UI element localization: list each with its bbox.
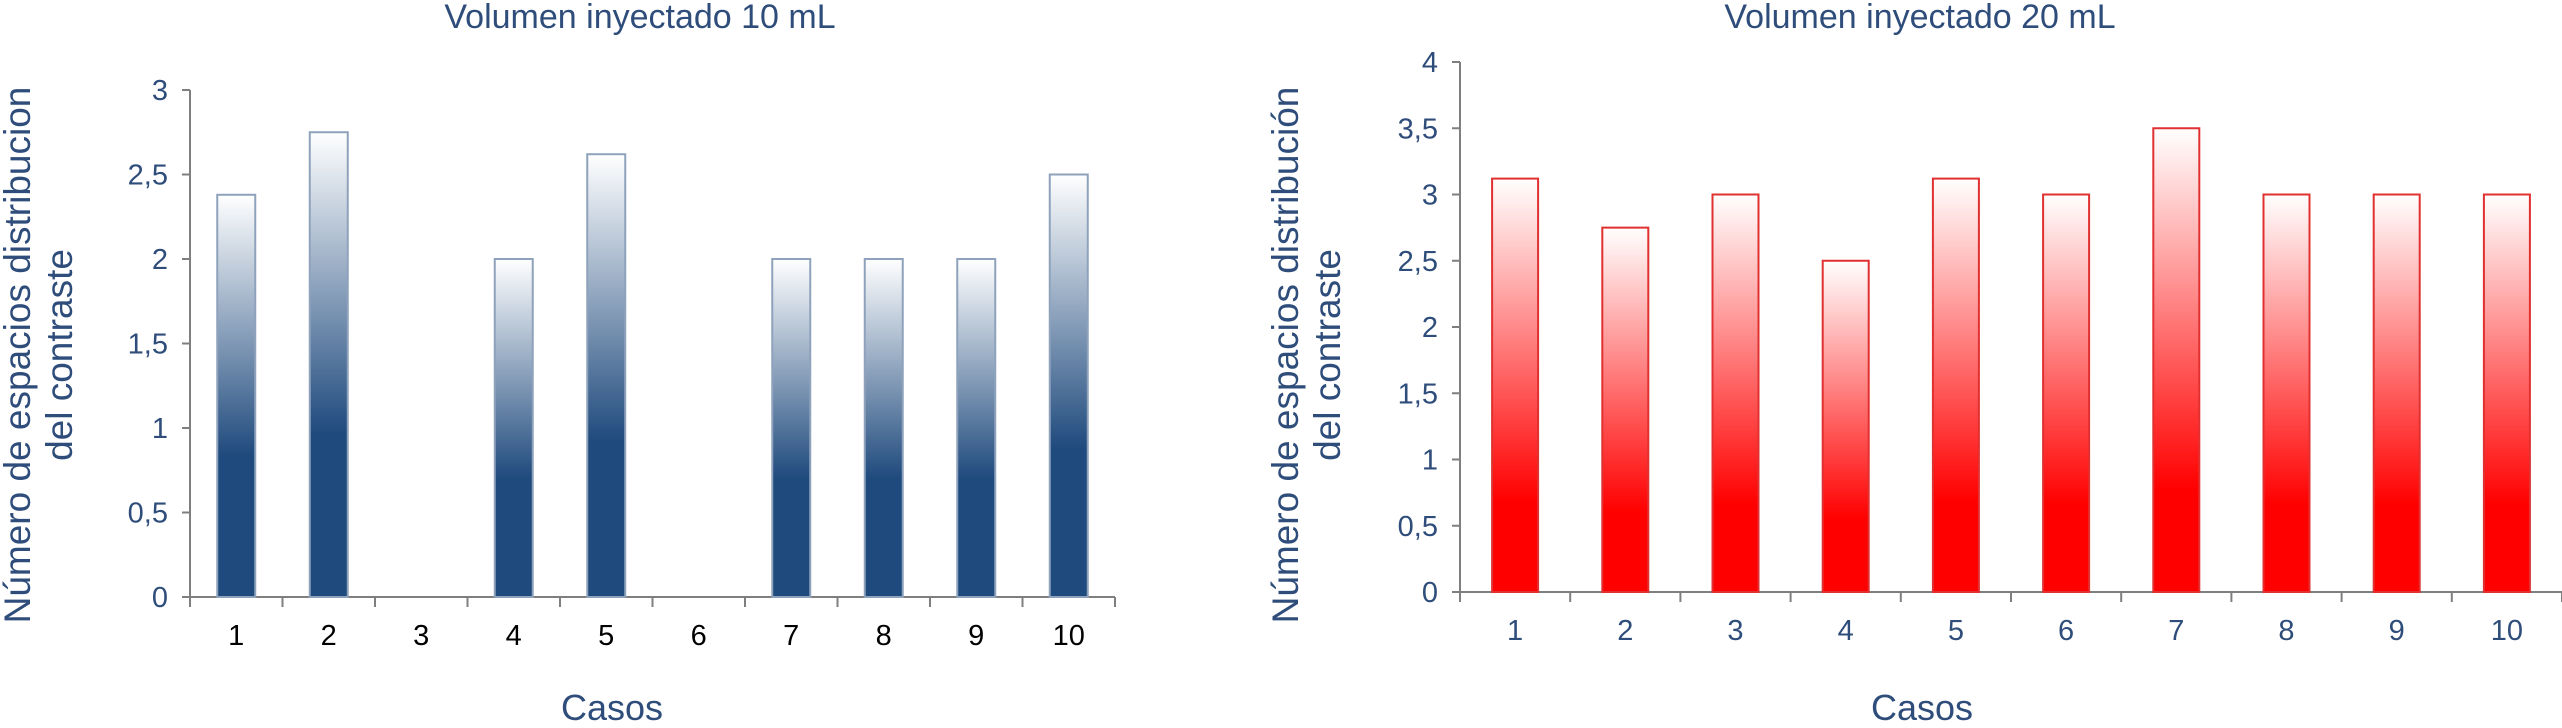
plot-area: 0 0,5 1 1,5 2 2,5 3 1 2 3 4 5 6 7 8 9 10 xyxy=(128,75,1116,652)
bar-caso-4 xyxy=(493,258,534,598)
bar-caso-2 xyxy=(308,131,349,598)
x-tick-label: 2 xyxy=(321,620,337,652)
x-tick-label: 5 xyxy=(1948,615,1964,647)
bar-caso-8 xyxy=(863,258,904,598)
y-tick-label: 1 xyxy=(152,413,168,445)
x-tick-label: 6 xyxy=(2058,615,2074,647)
bar-caso-7 xyxy=(771,258,812,598)
y-tick-label: 0 xyxy=(152,582,168,614)
x-tick-label: 5 xyxy=(598,620,614,652)
x-tick-label: 8 xyxy=(2278,615,2294,647)
x-axis-label: Casos xyxy=(561,687,663,728)
bar-caso-9 xyxy=(2372,193,2421,593)
x-tick-label: 3 xyxy=(413,620,429,652)
y-tick-label: 1,5 xyxy=(128,329,168,361)
bar-caso-4 xyxy=(1821,259,1870,593)
y-tick-label: 2,5 xyxy=(1398,246,1438,278)
y-tick-label: 0 xyxy=(1422,577,1438,609)
x-tick-label: 1 xyxy=(1507,615,1523,647)
bar-caso-1 xyxy=(216,193,257,598)
chart-title: Volumen inyectado 20 mL xyxy=(1724,0,2115,36)
x-tick-label: 9 xyxy=(968,620,984,652)
chart-10ml: Volumen inyectado 10 mL Número de espaci… xyxy=(0,0,1116,728)
y-tick-label: 4 xyxy=(1422,47,1438,79)
bar-caso-1 xyxy=(1491,177,1540,593)
x-tick-label: 6 xyxy=(691,620,707,652)
x-tick-label: 2 xyxy=(1617,615,1633,647)
x-tick-label: 10 xyxy=(1053,620,1085,652)
x-tick-label: 7 xyxy=(783,620,799,652)
bar-caso-10 xyxy=(1048,173,1089,598)
y-tick-label: 0,5 xyxy=(1398,511,1438,543)
y-tick-label: 3 xyxy=(1422,180,1438,212)
x-tick-label: 7 xyxy=(2168,615,2184,647)
y-axis-label-line1: Número de espacios distribución xyxy=(1265,87,1306,624)
bar-caso-2 xyxy=(1601,226,1650,593)
bar-caso-5 xyxy=(1931,177,1980,593)
chart-title: Volumen inyectado 10 mL xyxy=(444,0,835,36)
x-tick-label: 4 xyxy=(1838,615,1854,647)
bar-caso-7 xyxy=(2152,127,2201,593)
bar-caso-9 xyxy=(956,258,997,598)
chart-20ml: Volumen inyectado 20 mL Número de espaci… xyxy=(1265,0,2562,728)
y-tick-label: 3 xyxy=(152,75,168,107)
y-tick-label: 1 xyxy=(1422,445,1438,477)
x-tick-label: 3 xyxy=(1727,615,1743,647)
x-tick-label: 1 xyxy=(228,620,244,652)
y-tick-label: 2,5 xyxy=(128,160,168,192)
bar-caso-8 xyxy=(2262,193,2311,593)
y-tick-label: 2 xyxy=(1422,312,1438,344)
bar-caso-3 xyxy=(1711,193,1760,593)
x-tick-label: 10 xyxy=(2491,615,2523,647)
bar-caso-6 xyxy=(2042,193,2091,593)
y-tick-label: 0,5 xyxy=(128,498,168,530)
y-tick-label: 2 xyxy=(152,244,168,276)
x-tick-label: 8 xyxy=(876,620,892,652)
y-axis-label-line2: del contraste xyxy=(1307,249,1348,461)
y-axis-label-line1: Número de espacios distribucion xyxy=(0,87,38,624)
x-tick-label: 9 xyxy=(2389,615,2405,647)
bar-caso-10 xyxy=(2482,193,2531,593)
y-tick-label: 3,5 xyxy=(1398,113,1438,145)
plot-area: 0 0,5 1 1,5 2 2,5 3 3,5 4 1 2 3 4 5 6 7 8 9 10 xyxy=(1398,47,2562,647)
x-axis-label: Casos xyxy=(1871,687,1973,728)
y-axis-label-line2: del contraste xyxy=(39,249,80,461)
x-tick-label: 4 xyxy=(506,620,522,652)
bar-caso-5 xyxy=(586,153,627,598)
y-tick-label: 1,5 xyxy=(1398,378,1438,410)
